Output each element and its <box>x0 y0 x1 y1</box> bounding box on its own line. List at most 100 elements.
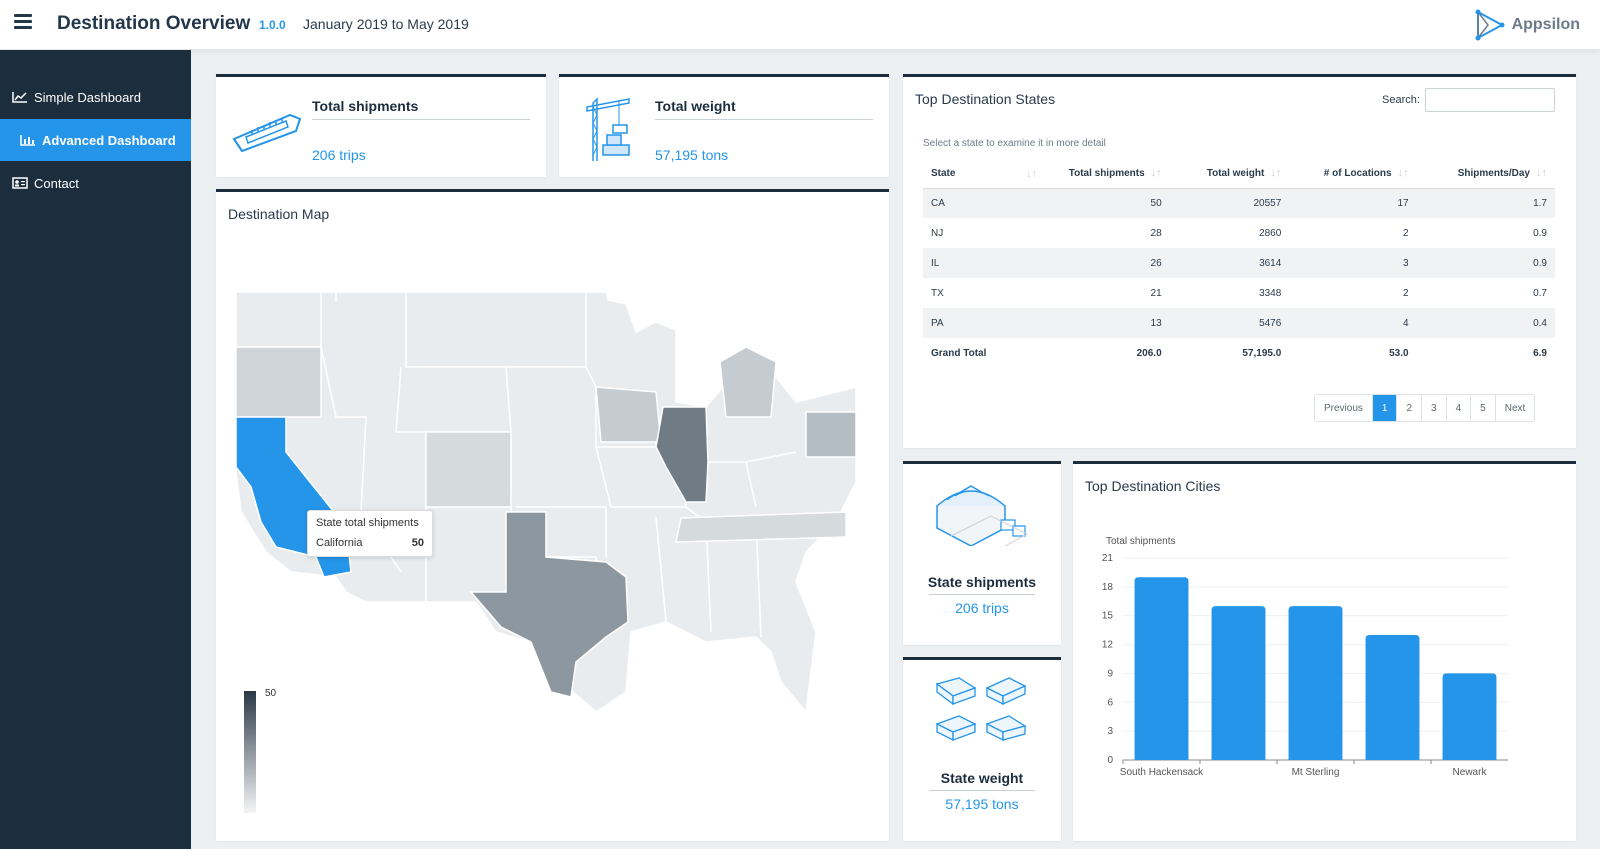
search-input[interactable] <box>1425 88 1555 112</box>
chart-bar[interactable] <box>1365 634 1420 760</box>
column-header-total-shipments[interactable]: Total shipments ↓↑ <box>1044 159 1170 189</box>
table-cell: 26 <box>1150 257 1162 269</box>
tooltip-title: State total shipments <box>316 517 419 529</box>
state-texas[interactable] <box>469 511 629 698</box>
kpi-divider <box>312 119 530 120</box>
table-row[interactable]: IL 26 3614 3 0.9 <box>923 248 1555 278</box>
map-land <box>236 292 857 714</box>
table-cell: 3614 <box>1259 257 1282 269</box>
appsilon-logo-icon <box>1475 9 1505 41</box>
table-cell: 5476 <box>1259 317 1282 329</box>
sidebar-item-label: Advanced Dashboard <box>42 132 176 148</box>
card-title: Top Destination States <box>915 91 1056 107</box>
table-cell: 3348 <box>1259 287 1282 299</box>
date-range: January 2019 to May 2019 <box>303 16 469 32</box>
pagination-next[interactable]: Next <box>1504 402 1526 414</box>
chart-bar[interactable] <box>1211 606 1266 760</box>
table-cell: Grand Total <box>931 348 987 359</box>
state-tennessee[interactable] <box>675 511 847 543</box>
total-shipments-card: Total shipments 206 trips <box>216 74 546 177</box>
table-cell: 206.0 <box>1136 348 1162 359</box>
crane-icon <box>586 97 630 161</box>
chart-y-tick-label: 15 <box>1102 611 1114 622</box>
sort-icon: ↓↑ <box>1025 167 1037 180</box>
brand[interactable]: Appsilon <box>1472 8 1580 42</box>
state-colorado[interactable] <box>425 431 512 508</box>
table-cell: 2860 <box>1259 227 1282 239</box>
table-cell: 1.7 <box>1533 197 1547 209</box>
sidebar-item-advanced-dashboard[interactable]: Advanced Dashboard <box>0 119 191 161</box>
state-illinois[interactable] <box>655 406 709 503</box>
sidebar-item-contact[interactable]: Contact <box>0 162 191 204</box>
state-oregon[interactable] <box>236 346 322 418</box>
column-header-shipments-per-day[interactable]: Shipments/Day ↓↑ <box>1416 159 1555 189</box>
state-shipments-card: State shipments 206 trips <box>903 461 1061 645</box>
table-header-row: State ↓↑ Total shipments ↓↑ Total weight ↓↑… <box>923 159 1555 189</box>
chart-y-ticks: 0 3 6 9 12 15 18 21 <box>1102 553 1114 766</box>
table-row[interactable]: CA 50 20557 17 1.7 <box>923 188 1555 218</box>
column-header-locations[interactable]: # of Locations ↓↑ <box>1289 159 1417 189</box>
bar-chart-icon <box>20 135 35 146</box>
table-caption: Select a state to examine it in more det… <box>923 138 1106 149</box>
states-table: State ↓↑ Total shipments ↓↑ Total weight ↓↑… <box>923 159 1555 369</box>
column-header-state[interactable]: State ↓↑ <box>923 159 1045 189</box>
app-version: 1.0.0 <box>259 18 286 32</box>
table-row[interactable]: NJ 28 2860 2 0.9 <box>923 218 1555 248</box>
hamburger-icon[interactable] <box>14 14 32 30</box>
map-legend-max: 50 <box>265 688 277 699</box>
line-chart-icon <box>12 92 27 103</box>
cargo-ship-icon <box>232 113 302 153</box>
table-cell: TX <box>931 287 944 299</box>
top-states-card: Top Destination States Search: Select a … <box>903 74 1576 448</box>
chart-bar[interactable] <box>1134 577 1189 760</box>
kpi-label: Total weight <box>655 98 736 114</box>
pagination-page-4[interactable]: 4 <box>1447 395 1472 421</box>
table-cell: 13 <box>1150 317 1162 329</box>
table-row[interactable]: TX 21 3348 2 0.7 <box>923 278 1555 308</box>
table-cell: 2 <box>1403 287 1409 299</box>
chart-x-ticks: South Hackensack Mt Sterling Newark <box>1120 760 1487 778</box>
brand-name: Appsilon <box>1511 16 1580 33</box>
table-footer-row: Grand Total 206.0 57,195.0 53.0 6.9 <box>923 338 1555 369</box>
trucks-icon <box>935 677 1027 742</box>
chart-x-tick-label: South Hackensack <box>1120 767 1204 778</box>
chart-bars <box>1134 577 1497 760</box>
table-cell: 2 <box>1403 227 1409 239</box>
pagination-page-2[interactable]: 2 <box>1397 395 1423 421</box>
chart-bar[interactable] <box>1442 673 1497 760</box>
pagination: Previous 1 2 3 4 5 Next <box>1314 394 1536 422</box>
table-cell: 0.4 <box>1533 317 1547 329</box>
us-choropleth-map[interactable] <box>236 292 871 722</box>
chart-y-axis-label: Total shipments <box>1106 536 1175 547</box>
kpi-value: 57,195 tons <box>655 147 729 163</box>
pagination-previous[interactable]: Previous <box>1315 395 1373 421</box>
chart-y-tick-label: 18 <box>1102 582 1114 593</box>
table-cell: 57,195.0 <box>1242 348 1282 359</box>
chart-bar[interactable] <box>1288 606 1343 760</box>
table-cell: CA <box>931 197 945 209</box>
sidebar-item-simple-dashboard[interactable]: Simple Dashboard <box>0 76 191 118</box>
card-title: Destination Map <box>228 206 330 222</box>
kpi-label: Total shipments <box>312 98 419 114</box>
mini-kpi-label: State weight <box>940 770 1024 786</box>
state-pennsylvania[interactable] <box>805 411 857 458</box>
kpi-divider <box>929 790 1035 791</box>
sort-icon: ↓↑ <box>1536 167 1547 180</box>
pagination-page-1[interactable]: 1 <box>1372 395 1398 421</box>
sidebar-item-label: Simple Dashboard <box>34 89 141 105</box>
state-michigan[interactable] <box>719 346 777 418</box>
pagination-page-3[interactable]: 3 <box>1422 395 1447 421</box>
top-header: Destination Overview 1.0.0 January 2019 … <box>0 0 1600 50</box>
table-row[interactable]: PA 13 5476 4 0.4 <box>923 308 1555 338</box>
chart-y-tick-label: 9 <box>1107 668 1113 679</box>
pagination-page-5[interactable]: 5 <box>1471 395 1496 421</box>
kpi-value: 206 trips <box>312 147 366 163</box>
table-cell: 21 <box>1150 287 1162 299</box>
table-cell: 28 <box>1150 227 1162 239</box>
mini-kpi-value: 57,195 tons <box>945 796 1019 812</box>
column-header-total-weight[interactable]: Total weight ↓↑ <box>1169 159 1290 189</box>
table-cell: 4 <box>1403 317 1409 329</box>
kpi-divider <box>655 119 873 120</box>
state-iowa[interactable] <box>595 386 662 443</box>
app-title: Destination Overview <box>57 13 251 34</box>
